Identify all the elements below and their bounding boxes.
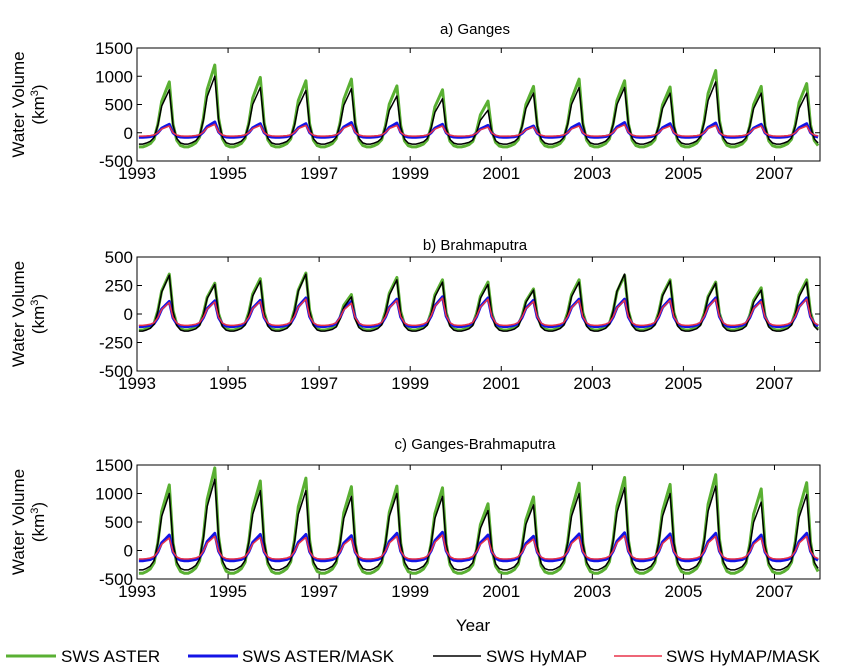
x-tick-label: 1993 bbox=[118, 582, 156, 601]
y-tick-label: -500 bbox=[99, 152, 133, 171]
panel-c-ganges-brahmaputra: -500 0 500 1000 1500 1993 1995 1997 1999 2001 2003… bbox=[9, 456, 821, 601]
x-tick-label: 1999 bbox=[391, 164, 429, 183]
y-tick-label: 250 bbox=[105, 277, 133, 296]
y-axis-label: Water Volume bbox=[9, 469, 28, 575]
legend-label-sws-hymap-mask: SWS HyMAP/MASK bbox=[666, 647, 821, 666]
panel-b-brahmaputra: -500 -250 0 250 500 1993 1995 1997 1999 2001 2003 2… bbox=[9, 248, 821, 393]
y-tick-label: 1000 bbox=[95, 67, 133, 86]
y-tick-label: 500 bbox=[105, 96, 133, 115]
series-line-sws-hymap bbox=[138, 273, 819, 332]
series-line-sws-hymap bbox=[138, 478, 819, 571]
legend-label-sws-aster: SWS ASTER bbox=[61, 647, 160, 666]
x-tick-label: 2001 bbox=[482, 582, 520, 601]
y-axis-unit: (km3) bbox=[29, 294, 48, 334]
panel-a-ganges: -500 0 500 1000 1500 1993 1995 1997 1999 2001 2003… bbox=[9, 39, 821, 183]
x-tick-label: 2005 bbox=[664, 164, 702, 183]
series-line-sws-hymap-mask bbox=[138, 534, 819, 560]
x-tick-label: 1997 bbox=[300, 164, 338, 183]
x-tick-label: 2001 bbox=[482, 164, 520, 183]
y-tick-label: 500 bbox=[105, 513, 133, 532]
x-tick-label: 1995 bbox=[209, 164, 247, 183]
y-tick-label: 0 bbox=[124, 305, 133, 324]
x-axis-label: Year bbox=[456, 616, 491, 635]
series-line-sws-hymap bbox=[138, 75, 819, 145]
series-line-sws-hymap-mask bbox=[138, 123, 819, 137]
x-tick-label: 1997 bbox=[300, 374, 338, 393]
x-tick-label: 2001 bbox=[482, 374, 520, 393]
panel-a-title: a) Ganges bbox=[440, 21, 510, 38]
x-tick-label: 2003 bbox=[573, 374, 611, 393]
x-tick-label: 1999 bbox=[391, 582, 429, 601]
panel-b-title: b) Brahmaputra bbox=[423, 237, 528, 254]
x-tick-label: 2007 bbox=[756, 374, 794, 393]
x-tick-label: 2007 bbox=[756, 582, 794, 601]
x-tick-label: 2003 bbox=[573, 164, 611, 183]
x-tick-label: 2005 bbox=[664, 374, 702, 393]
x-tick-label: 2005 bbox=[664, 582, 702, 601]
y-axis-label: Water Volume bbox=[9, 261, 28, 367]
y-tick-label: 1000 bbox=[95, 485, 133, 504]
y-axis-unit: (km3) bbox=[29, 502, 48, 542]
y-tick-label: 1500 bbox=[95, 39, 133, 58]
series-line-sws-hymap-mask bbox=[138, 297, 819, 327]
x-tick-label: 1993 bbox=[118, 164, 156, 183]
x-tick-label: 1995 bbox=[209, 374, 247, 393]
y-tick-label: 1500 bbox=[95, 456, 133, 475]
panel-c-title: c) Ganges-Brahmaputra bbox=[395, 436, 557, 453]
y-tick-label: 0 bbox=[124, 542, 133, 561]
x-tick-label: 1999 bbox=[391, 374, 429, 393]
y-tick-label: 500 bbox=[105, 248, 133, 267]
x-tick-label: 1997 bbox=[300, 582, 338, 601]
x-tick-label: 2007 bbox=[756, 164, 794, 183]
x-tick-label: 2003 bbox=[573, 582, 611, 601]
y-axis-label: Water Volume bbox=[9, 51, 28, 157]
y-tick-label: -250 bbox=[99, 334, 133, 353]
legend: SWS ASTER SWS ASTER/MASK SWS HyMAP SWS H… bbox=[6, 647, 821, 666]
legend-label-sws-hymap: SWS HyMAP bbox=[486, 647, 587, 666]
legend-label-sws-aster-mask: SWS ASTER/MASK bbox=[242, 647, 395, 666]
y-tick-label: 0 bbox=[124, 124, 133, 143]
x-tick-label: 1993 bbox=[118, 374, 156, 393]
y-tick-label: -500 bbox=[99, 570, 133, 589]
x-tick-label: 1995 bbox=[209, 582, 247, 601]
series-line-sws-aster bbox=[138, 63, 820, 149]
y-tick-label: -500 bbox=[99, 362, 133, 381]
y-axis-unit: (km3) bbox=[29, 84, 48, 124]
